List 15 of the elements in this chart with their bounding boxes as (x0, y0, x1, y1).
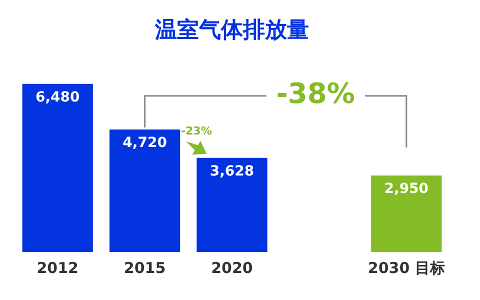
x-tick-label: 2020 (211, 258, 253, 277)
data-label: 3,628 (210, 164, 254, 180)
data-label: 6,480 (35, 90, 80, 106)
annotation: -23% (180, 124, 212, 138)
chart-title: 温室气体排放量 (154, 16, 309, 43)
x-tick-label: 2012 (36, 258, 78, 277)
bar (196, 158, 268, 252)
x-tick-label: 2030 目标 (368, 258, 445, 277)
annotation: -38% (276, 77, 355, 110)
x-tick-label: 2015 (124, 258, 166, 277)
data-label: 2,950 (384, 181, 429, 198)
bar (22, 84, 93, 252)
bar (109, 130, 180, 252)
bar (371, 175, 442, 252)
data-label: 4,720 (122, 135, 168, 152)
